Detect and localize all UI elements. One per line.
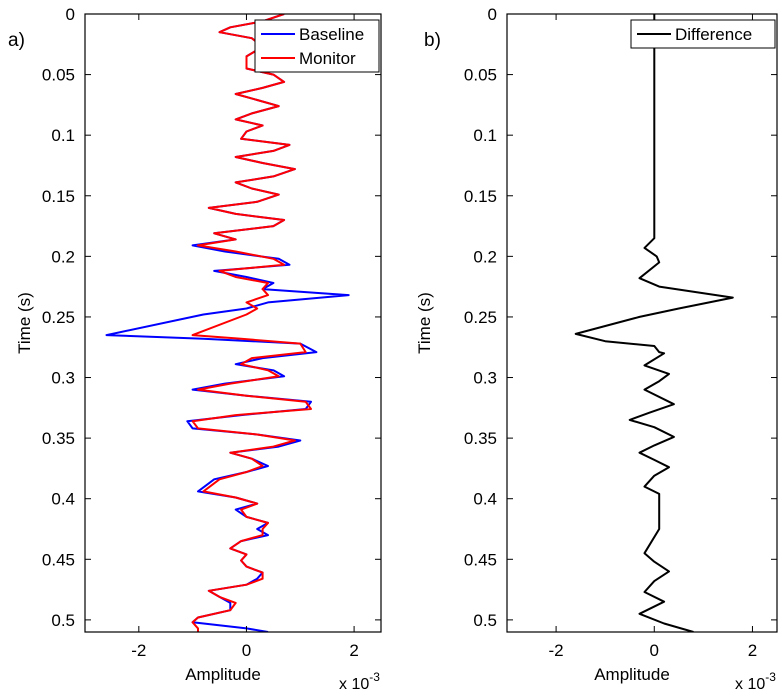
y-tick-label: 0.35: [464, 429, 497, 448]
x-axis-label: Amplitude: [594, 665, 670, 684]
y-tick-label: 0.2: [473, 247, 497, 266]
x-tick-label: -2: [549, 641, 564, 660]
y-tick-label: 0.15: [42, 187, 75, 206]
y-tick-label: 0.1: [473, 126, 497, 145]
panel-a: 0 0.05 0.1 0.15 0.2 0.25 0.3 0.35 0.4 0.45 0.5 -2 0 2…: [8, 5, 382, 693]
legend-label-baseline: Baseline: [299, 25, 364, 44]
y-tick-label: 0.25: [464, 308, 497, 327]
y-tick-label: 0: [488, 5, 497, 24]
x-tick-label: 2: [748, 641, 757, 660]
x-tick-label: -2: [131, 641, 146, 660]
y-tick-label: 0.5: [51, 611, 75, 630]
y-tick-label: 0.45: [42, 550, 75, 569]
x-axis-label: Amplitude: [185, 665, 261, 684]
y-tick-label: 0.3: [473, 369, 497, 388]
x-scale-base: x 10: [339, 676, 369, 693]
axes-box: [506, 13, 778, 633]
x-tick-label: 0: [242, 641, 251, 660]
y-tick-label: 0.25: [42, 308, 75, 327]
panel-label: a): [8, 30, 25, 51]
legend-label-monitor: Monitor: [299, 49, 356, 68]
y-tick-label: 0: [66, 5, 75, 24]
y-tick-label: 0.35: [42, 429, 75, 448]
y-tick-label: 0.2: [51, 247, 75, 266]
x-scale-exponent: -3: [369, 670, 380, 684]
y-tick-label: 0.05: [42, 66, 75, 85]
y-axis-label: Time (s): [415, 292, 434, 354]
y-tick-label: 0.5: [473, 611, 497, 630]
x-scale-multiplier: x 10-3: [735, 670, 776, 693]
x-scale-multiplier: x 10-3: [339, 670, 380, 693]
x-scale-exponent: -3: [765, 670, 776, 684]
panel-b: 0 0.05 0.1 0.15 0.2 0.25 0.3 0.35 0.4 0.45 0.5 -2 0 2…: [415, 5, 778, 693]
x-tick-label: 2: [349, 641, 358, 660]
y-tick-label: 0.05: [464, 66, 497, 85]
series-line-monitor: [191, 14, 312, 632]
y-axis-label: Time (s): [15, 292, 34, 354]
series-line-difference: [574, 14, 734, 632]
x-tick-label: 0: [650, 641, 659, 660]
y-tick-label: 0.45: [464, 550, 497, 569]
legend: Difference: [630, 19, 776, 49]
axes-box: [84, 13, 382, 633]
legend: Baseline Monitor: [254, 19, 380, 73]
y-tick-label: 0.15: [464, 187, 497, 206]
legend-box: [254, 19, 380, 73]
x-scale-base: x 10: [735, 676, 765, 693]
y-tick-label: 0.4: [473, 490, 497, 509]
panel-label: b): [424, 30, 441, 51]
y-tick-label: 0.4: [51, 490, 75, 509]
y-tick-label: 0.1: [51, 126, 75, 145]
y-tick-label: 0.3: [51, 369, 75, 388]
legend-label-difference: Difference: [675, 25, 752, 44]
